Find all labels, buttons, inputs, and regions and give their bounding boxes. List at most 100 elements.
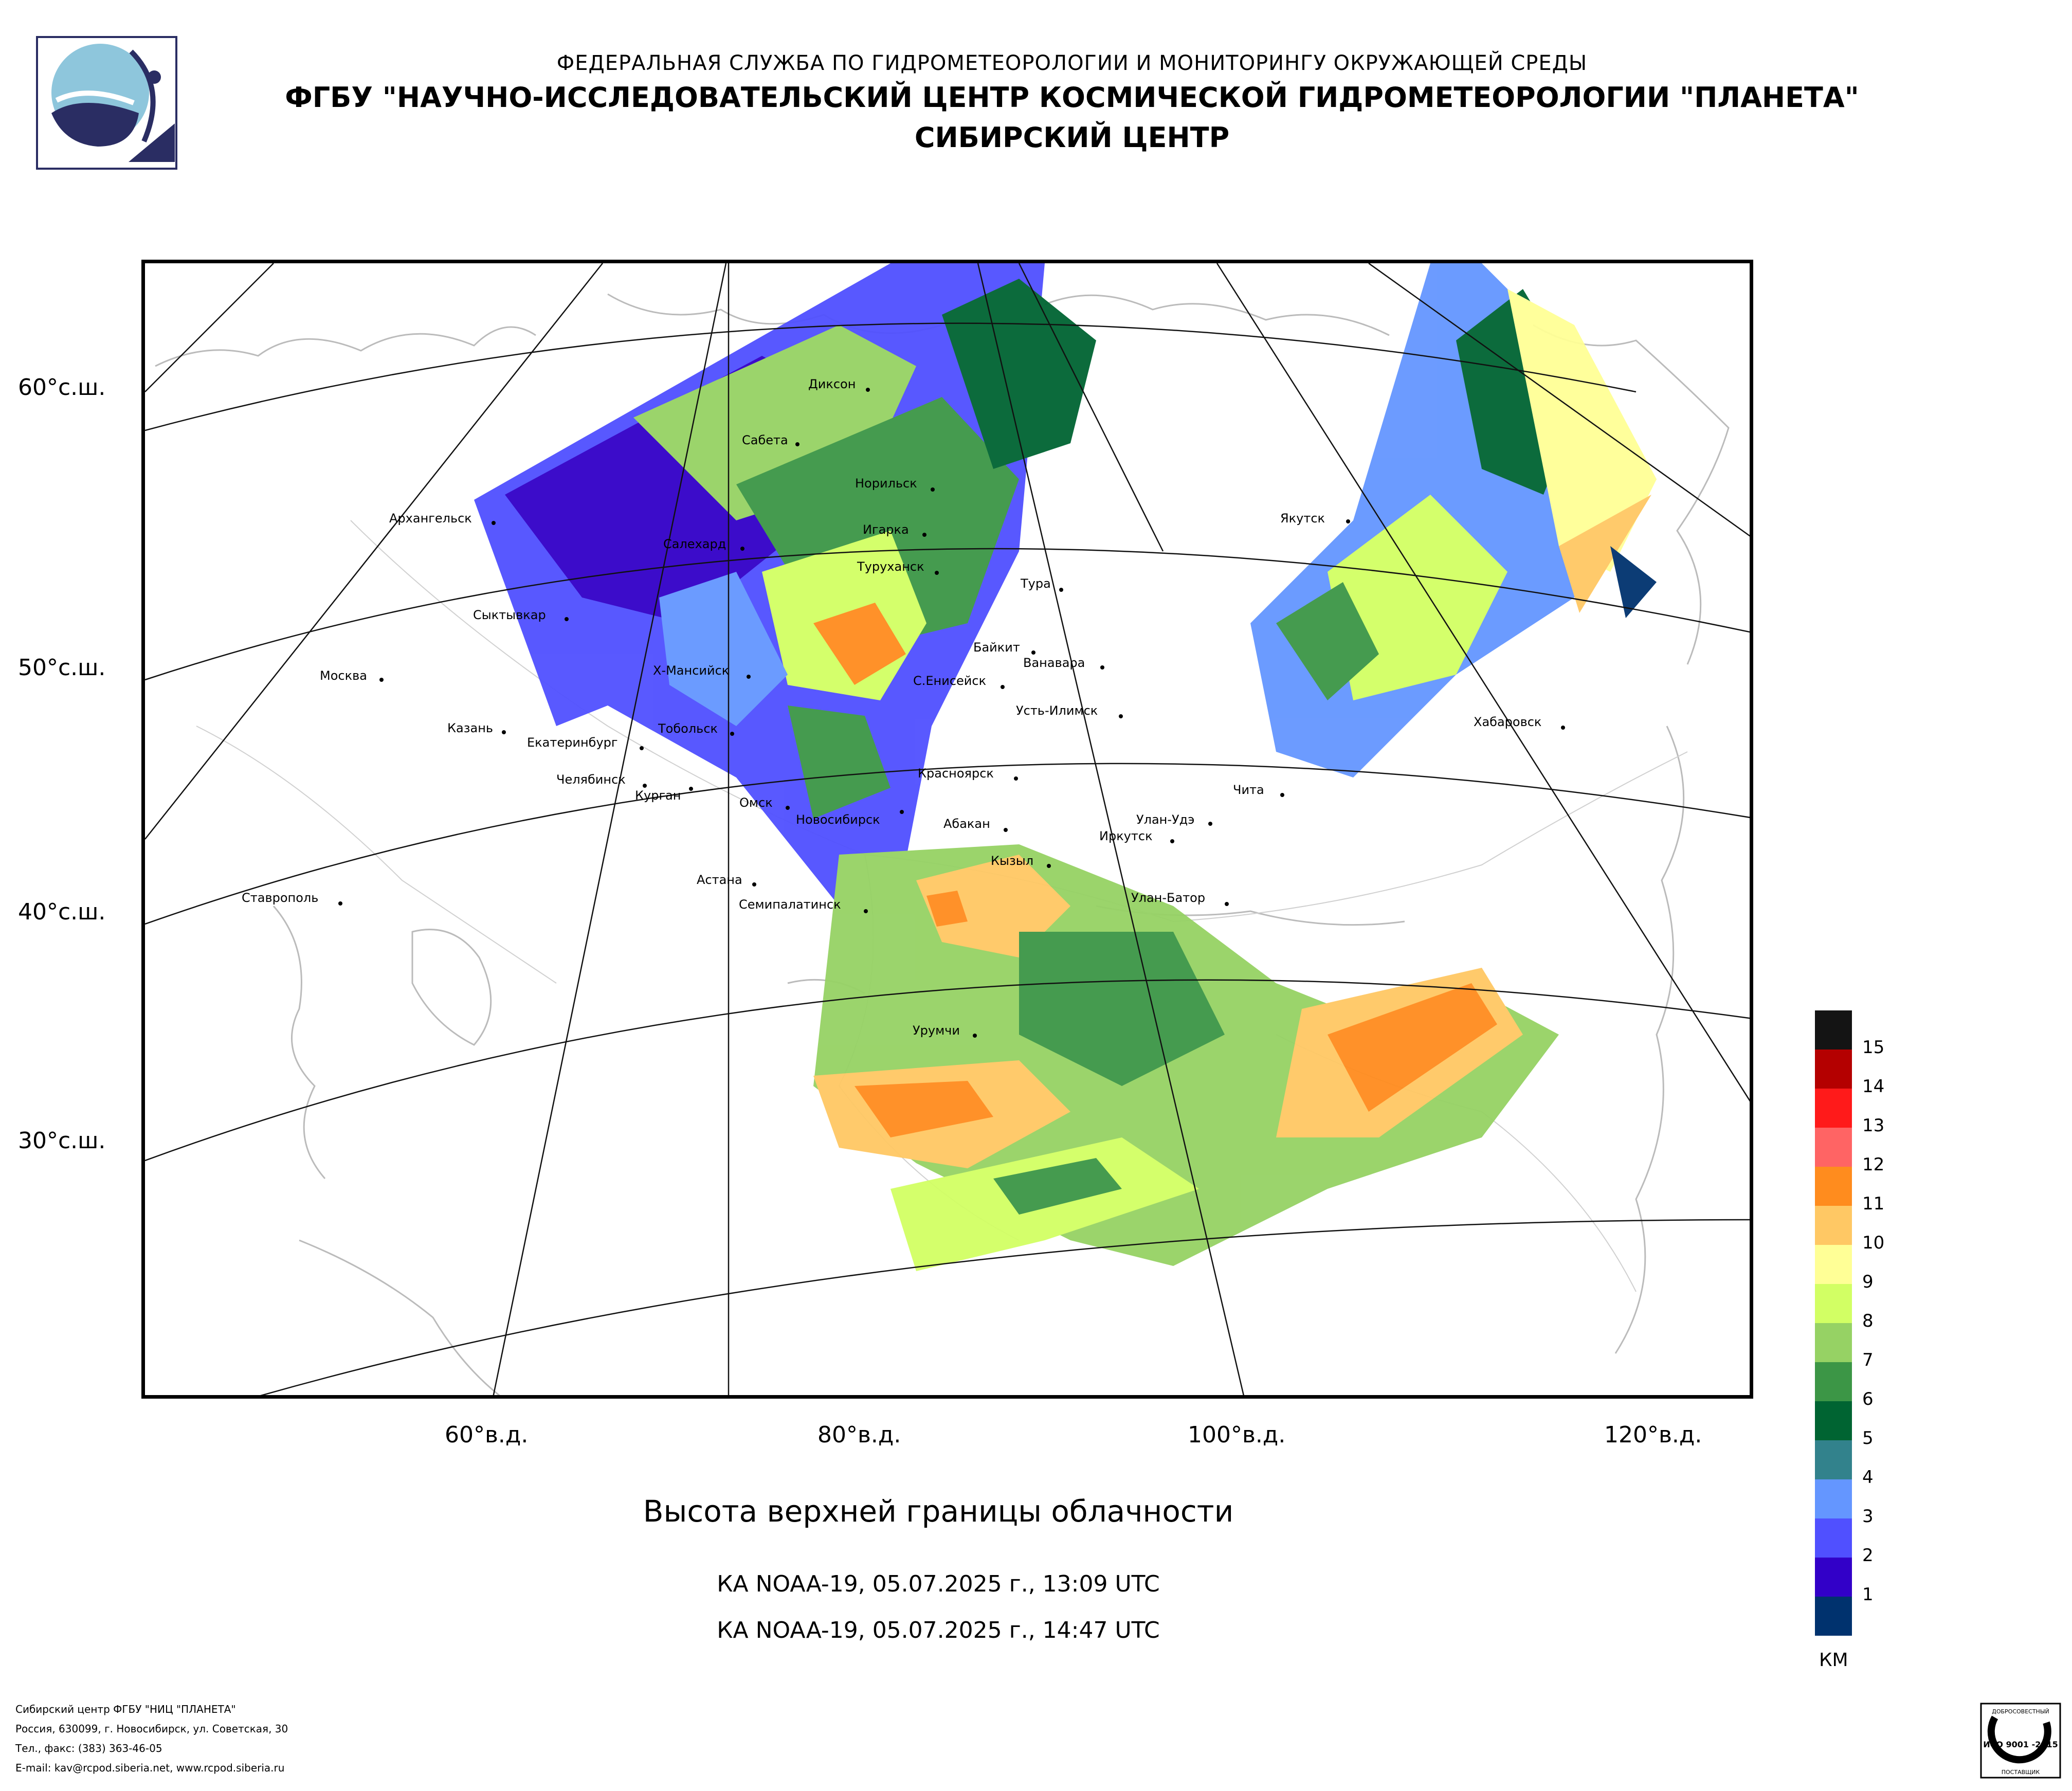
- city-moscow: Москва: [320, 668, 367, 683]
- city-marker: [502, 730, 506, 734]
- city-marker: [931, 487, 935, 492]
- city-s-eniseysk: С.Енисейск: [913, 674, 987, 688]
- institution-line: ФГБУ "НАУЧНО-ИССЛЕДОВАТЕЛЬСКИЙ ЦЕНТР КОС…: [285, 81, 1859, 114]
- city-syktyvkar: Сыктывкар: [473, 608, 546, 622]
- city-marker: [338, 901, 342, 906]
- city-krasnoyarsk: Красноярск: [918, 766, 994, 781]
- city-ekaterinburg: Екатеринбург: [527, 735, 618, 750]
- lat-label-60: 60°с.ш.: [18, 374, 106, 401]
- city-ulan-ude: Улан-Удэ: [1136, 812, 1195, 827]
- legend-swatch: [1815, 1284, 1852, 1323]
- legend-swatch: [1815, 1128, 1852, 1167]
- city-marker: [752, 882, 756, 887]
- legend-unit: КМ: [1819, 1650, 1848, 1671]
- city-irkutsk: Иркутск: [1099, 829, 1153, 843]
- legend-label: 4: [1862, 1467, 1874, 1488]
- legend-swatch: [1815, 1597, 1852, 1636]
- pass-info-1: КА NOAA-19, 05.07.2025 г., 13:09 UTC: [717, 1571, 1160, 1597]
- legend-label: 9: [1862, 1272, 1874, 1292]
- city-marker: [1014, 776, 1018, 781]
- legend-swatch: [1815, 1440, 1852, 1479]
- legend-swatch: [1815, 1010, 1852, 1050]
- city-marker: [643, 784, 647, 788]
- footer-email: E-mail: kav@rcpod.siberia.net, www.rcpod…: [15, 1762, 285, 1774]
- city-tobolsk: Тобольск: [658, 721, 718, 736]
- city-urumqi: Урумчи: [913, 1023, 960, 1038]
- city-marker: [973, 1034, 977, 1038]
- city-marker: [1059, 588, 1063, 592]
- city-marker: [795, 442, 799, 446]
- legend-swatch: [1815, 1401, 1852, 1440]
- legend-swatch: [1815, 1167, 1852, 1206]
- legend-label: 12: [1862, 1154, 1885, 1175]
- legend-label: 15: [1862, 1037, 1885, 1058]
- iso-certificate-badge: ДОБРОСОВЕСТНЫЙ ИСО 9001 -2015 ПОСТАВЩИК: [1979, 1702, 2062, 1779]
- city-turukhansk: Туруханск: [857, 559, 924, 574]
- city-salekhard: Салехард: [663, 537, 726, 551]
- city-marker: [1561, 726, 1565, 730]
- city-marker: [1100, 665, 1104, 670]
- city-vanavara: Ванавара: [1023, 656, 1085, 670]
- city-marker: [1004, 828, 1008, 832]
- city-marker: [1225, 902, 1229, 906]
- legend-label: 2: [1862, 1545, 1874, 1566]
- cloud-coverage: [474, 263, 1657, 1271]
- city-marker: [1001, 685, 1005, 689]
- lat-label-30: 30°с.ш.: [18, 1128, 106, 1154]
- graticule: [145, 263, 1750, 1395]
- cert-top-text: ДОБРОСОВЕСТНЫЙ: [1992, 1708, 2049, 1715]
- center-line: СИБИРСКИЙ ЦЕНТР: [914, 121, 1230, 154]
- city-marker: [922, 533, 926, 537]
- city-arkhangelsk: Архангельск: [389, 511, 472, 526]
- city-marker: [1031, 650, 1035, 655]
- city-abakan: Абакан: [943, 817, 990, 831]
- city-chita: Чита: [1233, 783, 1264, 797]
- city-marker: [730, 732, 734, 736]
- legend-label: 8: [1862, 1311, 1874, 1331]
- lat-label-50: 50°с.ш.: [18, 655, 106, 681]
- city-marker: [900, 810, 904, 814]
- legend-swatch: [1815, 1362, 1852, 1401]
- city-marker: [379, 678, 384, 682]
- city-baikit: Байкит: [973, 640, 1020, 655]
- legend-label: 1: [1862, 1584, 1874, 1605]
- city-marker: [866, 388, 870, 392]
- map-graphic: [145, 263, 1750, 1395]
- city-marker: [1208, 822, 1212, 826]
- footer-org: Сибирский центр ФГБУ "НИЦ "ПЛАНЕТА": [15, 1703, 236, 1715]
- city-kurgan: Курган: [635, 788, 681, 803]
- city-stavropol: Ставрополь: [242, 891, 319, 905]
- legend-swatch: [1815, 1206, 1852, 1245]
- city-marker: [935, 571, 939, 575]
- city-novosibirsk: Новосибирск: [796, 812, 880, 827]
- city-marker: [1119, 714, 1123, 718]
- agency-line: ФЕДЕРАЛЬНАЯ СЛУЖБА ПО ГИДРОМЕТЕОРОЛОГИИ …: [556, 51, 1588, 75]
- city-semipalatinsk: Семипалатинск: [739, 897, 841, 912]
- legend-label: 7: [1862, 1350, 1874, 1370]
- legend-swatch: [1815, 1245, 1852, 1284]
- city-ust-ilimsk: Усть-Илимск: [1016, 703, 1098, 718]
- city-chelyabinsk: Челябинск: [556, 772, 626, 787]
- cert-mid-text: ИСО 9001 -2015: [1983, 1740, 2058, 1749]
- city-tura: Тура: [1021, 576, 1051, 591]
- city-kazan: Казань: [447, 721, 494, 735]
- city-marker: [1047, 864, 1051, 868]
- lon-label-120: 120°в.д.: [1604, 1422, 1702, 1448]
- city-marker: [747, 675, 751, 679]
- city-astana: Астана: [697, 873, 742, 887]
- pass-info-2: КА NOAA-19, 05.07.2025 г., 14:47 UTC: [717, 1617, 1160, 1643]
- footer-phone: Тел., факс: (383) 363-46-05: [15, 1742, 162, 1754]
- city-ulan-bator: Улан-Батор: [1131, 891, 1206, 905]
- city-marker: [640, 746, 644, 750]
- city-khabarovsk: Хабаровск: [1474, 715, 1542, 729]
- city-omsk: Омск: [739, 795, 773, 810]
- legend-label: 5: [1862, 1428, 1874, 1449]
- city-yakutsk: Якутск: [1280, 511, 1325, 526]
- cloud-top-map: [141, 260, 1753, 1399]
- city-marker: [689, 787, 693, 791]
- footer-address: Россия, 630099, г. Новосибирск, ул. Сове…: [15, 1723, 288, 1735]
- city-marker: [565, 617, 569, 621]
- legend-swatch: [1815, 1518, 1852, 1558]
- lat-label-40: 40°с.ш.: [18, 899, 106, 925]
- city-marker: [786, 806, 790, 810]
